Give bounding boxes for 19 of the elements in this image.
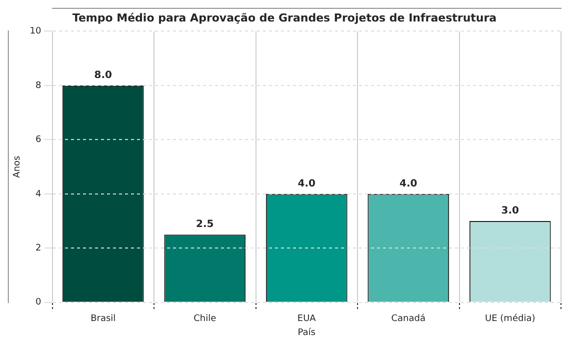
x-tick-label: UE (média) <box>485 313 536 324</box>
y-tick-label: 10 <box>30 26 42 37</box>
y-tick-label: 4 <box>36 189 42 200</box>
x-axis-title: País <box>298 326 316 338</box>
data-label: 2.5 <box>196 219 214 230</box>
y-tick-label: 2 <box>36 244 42 254</box>
y-tick-label: 8 <box>36 80 42 91</box>
data-label: 3.0 <box>501 206 520 217</box>
y-tick-label: 0 <box>36 298 42 308</box>
data-label: 4.0 <box>400 178 418 190</box>
x-tick-label: Brasil <box>90 314 116 324</box>
y-tick-label: 6 <box>36 135 42 146</box>
y-axis-title: Anos <box>12 155 23 178</box>
data-label: 8.0 <box>94 70 112 82</box>
x-tick-label: Chile <box>194 314 217 324</box>
x-tick-label: EUA <box>297 314 317 324</box>
chart-title: Tempo Médio para Aprovação de Grandes Projetos de Infraestrutura <box>72 11 497 24</box>
x-tick-label: Canadá <box>391 313 426 324</box>
data-label: 4.0 <box>298 178 316 190</box>
